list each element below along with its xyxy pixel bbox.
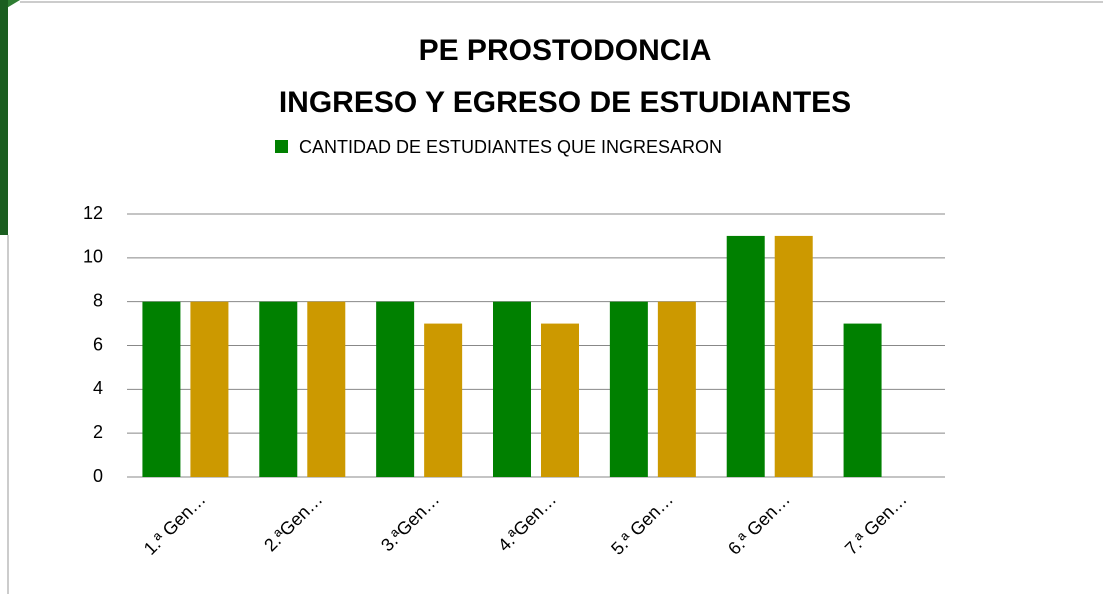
chart-title: INGRESO Y EGRESO DE ESTUDIANTES [279,86,851,119]
y-tick-label: 8 [93,290,103,310]
y-tick-label: 6 [93,334,103,354]
bar [609,301,648,477]
bar [259,301,298,477]
bar [307,301,346,477]
legend-label: CANTIDAD DE ESTUDIANTES QUE INGRESARON [299,137,722,157]
bar [376,301,415,477]
y-tick-label: 10 [83,247,103,267]
bar [541,323,579,477]
bar [142,301,181,477]
y-tick-label: 4 [93,378,103,398]
y-tick-label: 2 [93,422,103,442]
bar [774,235,813,477]
chart-title: PE PROSTODONCIA [419,34,712,67]
bar [190,301,229,477]
y-tick-label: 0 [93,466,103,486]
bar [424,323,463,477]
y-tick-label: 12 [83,203,103,223]
side-accent [0,0,8,235]
bar [726,235,765,477]
bar [843,323,882,477]
bar [657,301,696,477]
bar [493,301,531,477]
legend-swatch [275,140,288,153]
